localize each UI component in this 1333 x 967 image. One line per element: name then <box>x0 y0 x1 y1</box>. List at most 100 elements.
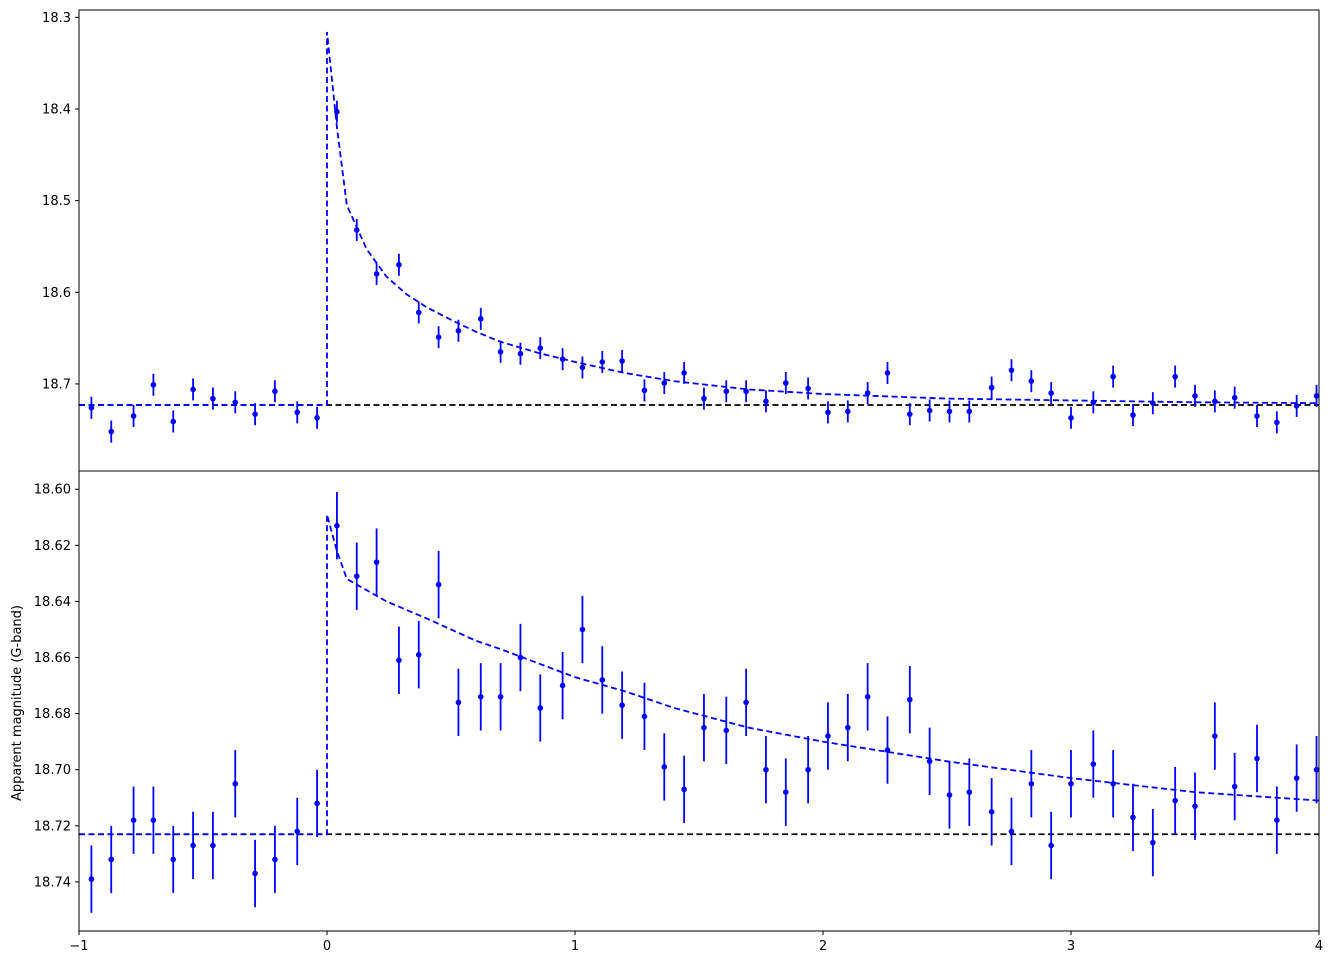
data-point <box>988 384 995 391</box>
data-point <box>1274 817 1280 824</box>
data-point <box>907 411 913 417</box>
data-point <box>845 724 851 731</box>
data-point <box>946 408 953 415</box>
data-point <box>825 733 831 739</box>
data-point <box>1008 367 1015 373</box>
data-point <box>641 713 648 720</box>
data-point <box>783 380 789 386</box>
bottom-panel: 18.60 18.62 18.64 18.66 18.68 18.70 18.72 18.74 <box>34 470 1320 932</box>
data-point <box>988 808 995 815</box>
data-point <box>743 388 749 395</box>
data-point <box>1068 415 1074 421</box>
top-panel: 18.3 18.4 18.5 18.6 18.7 <box>42 9 1320 472</box>
data-point <box>864 390 871 396</box>
y-tick-label: 18.60 <box>34 483 71 498</box>
data-point <box>252 870 258 877</box>
data-point <box>455 327 462 334</box>
data-point <box>1130 814 1136 821</box>
data-point <box>232 780 239 787</box>
data-point <box>88 404 95 411</box>
data-point <box>353 227 360 233</box>
data-point <box>1090 399 1097 406</box>
plot-area <box>79 492 1319 913</box>
data-point <box>783 789 789 795</box>
data-point <box>723 727 730 734</box>
data-point <box>497 349 504 355</box>
data-point <box>1254 413 1260 419</box>
y-axis-label: Apparent magnitude (G-band) <box>10 605 25 801</box>
data-point <box>1254 755 1260 762</box>
data-point <box>108 428 115 435</box>
data-point <box>1293 775 1300 781</box>
data-point <box>1192 393 1198 399</box>
data-point <box>170 418 177 425</box>
data-point <box>1313 393 1319 399</box>
data-point <box>415 309 422 316</box>
data-point <box>681 786 687 793</box>
data-point <box>1028 378 1035 384</box>
x-tick-label: 2 <box>819 939 827 954</box>
data-point <box>763 398 769 405</box>
data-point <box>396 657 402 664</box>
y-tick-label: 18.6 <box>42 286 71 301</box>
data-point <box>537 705 544 711</box>
data-point <box>579 626 586 633</box>
data-point <box>455 699 462 706</box>
data-point <box>1110 780 1116 787</box>
data-point <box>517 654 524 661</box>
y-tick-label: 18.74 <box>34 875 71 890</box>
data-point <box>252 411 258 417</box>
data-point <box>108 856 115 863</box>
y-tick-label: 18.70 <box>34 763 71 778</box>
data-point <box>701 724 707 731</box>
data-point <box>1150 400 1156 406</box>
data-point <box>373 271 380 277</box>
data-point <box>1048 842 1054 849</box>
data-point <box>641 387 648 394</box>
data-point <box>1274 419 1280 426</box>
data-point <box>681 370 687 376</box>
data-point <box>150 382 157 388</box>
data-point <box>1192 803 1198 809</box>
data-point <box>599 677 606 683</box>
data-point <box>1212 398 1218 405</box>
data-point <box>1212 733 1218 739</box>
x-tick-label: 1 <box>571 939 579 954</box>
y-tick-label: 18.62 <box>34 539 71 554</box>
data-point <box>845 408 851 415</box>
data-point <box>415 651 422 658</box>
data-point <box>537 345 544 351</box>
data-point <box>517 350 524 357</box>
y-tick-label: 18.64 <box>34 595 71 610</box>
data-point <box>946 792 953 798</box>
data-point <box>1110 373 1116 380</box>
panel-frame <box>78 470 1320 932</box>
data-point <box>763 766 769 773</box>
data-point <box>723 388 730 395</box>
y-tick-label: 18.68 <box>34 707 71 722</box>
data-point <box>805 385 811 392</box>
data-point <box>190 842 196 849</box>
x-axis: −1 0 1 2 3 4 <box>69 931 1323 954</box>
data-point <box>477 693 484 700</box>
data-point <box>661 380 668 386</box>
data-point <box>190 386 196 393</box>
data-point <box>926 758 933 765</box>
y-tick-label: 18.72 <box>34 819 71 834</box>
x-tick-label: −1 <box>69 939 88 954</box>
model-curve <box>79 514 1319 836</box>
data-point <box>1172 373 1178 380</box>
data-point <box>805 766 811 773</box>
data-point <box>1028 780 1035 787</box>
data-point <box>907 696 913 703</box>
data-point <box>130 817 137 824</box>
data-point <box>559 356 566 362</box>
data-point <box>396 261 402 268</box>
data-point <box>559 682 566 689</box>
data-point <box>170 856 177 863</box>
y-tick-label: 18.4 <box>42 102 71 117</box>
data-point <box>435 334 442 340</box>
data-point <box>1068 780 1074 787</box>
data-point <box>373 559 380 565</box>
data-point <box>150 817 157 824</box>
